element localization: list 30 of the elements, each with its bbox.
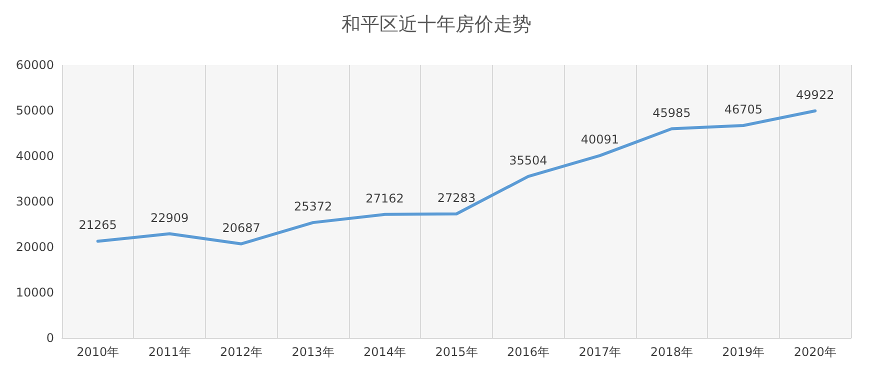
x-tick-label: 2016年 xyxy=(506,345,550,359)
data-label: 49922 xyxy=(796,88,834,102)
x-tick-label: 2014年 xyxy=(364,345,406,359)
data-label: 27162 xyxy=(366,191,404,206)
data-label: 35504 xyxy=(509,153,548,168)
y-tick-label: 40000 xyxy=(16,149,54,163)
y-tick-label: 0 xyxy=(46,331,54,345)
data-label: 27283 xyxy=(437,190,476,205)
data-label: 22909 xyxy=(150,210,189,225)
x-tick-label: 2013年 xyxy=(292,345,334,359)
x-tick-label: 2017年 xyxy=(578,345,622,359)
data-label: 20687 xyxy=(222,220,260,235)
y-tick-label: 30000 xyxy=(16,194,54,208)
data-label: 21265 xyxy=(78,218,117,232)
x-tick-label: 2015年 xyxy=(435,345,478,359)
chart-title: 和平区近十年房价走势 xyxy=(342,14,532,36)
data-label: 46705 xyxy=(724,102,763,116)
data-label: 45985 xyxy=(652,106,691,120)
y-tick-label: 50000 xyxy=(16,104,54,118)
data-label: 40091 xyxy=(580,132,620,147)
x-tick-label: 2010年 xyxy=(76,345,120,359)
x-tick-label: 2019年 xyxy=(722,345,765,359)
y-tick-label: 60000 xyxy=(16,58,54,72)
x-tick-label: 2018年 xyxy=(650,345,693,359)
x-tick-label: 2012年 xyxy=(220,345,263,359)
x-tick-label: 2011年 xyxy=(148,345,191,359)
y-tick-label: 20000 xyxy=(16,240,54,254)
data-label: 25372 xyxy=(294,200,332,214)
y-tick-label: 10000 xyxy=(16,286,54,300)
x-tick-label: 2020年 xyxy=(794,345,836,359)
